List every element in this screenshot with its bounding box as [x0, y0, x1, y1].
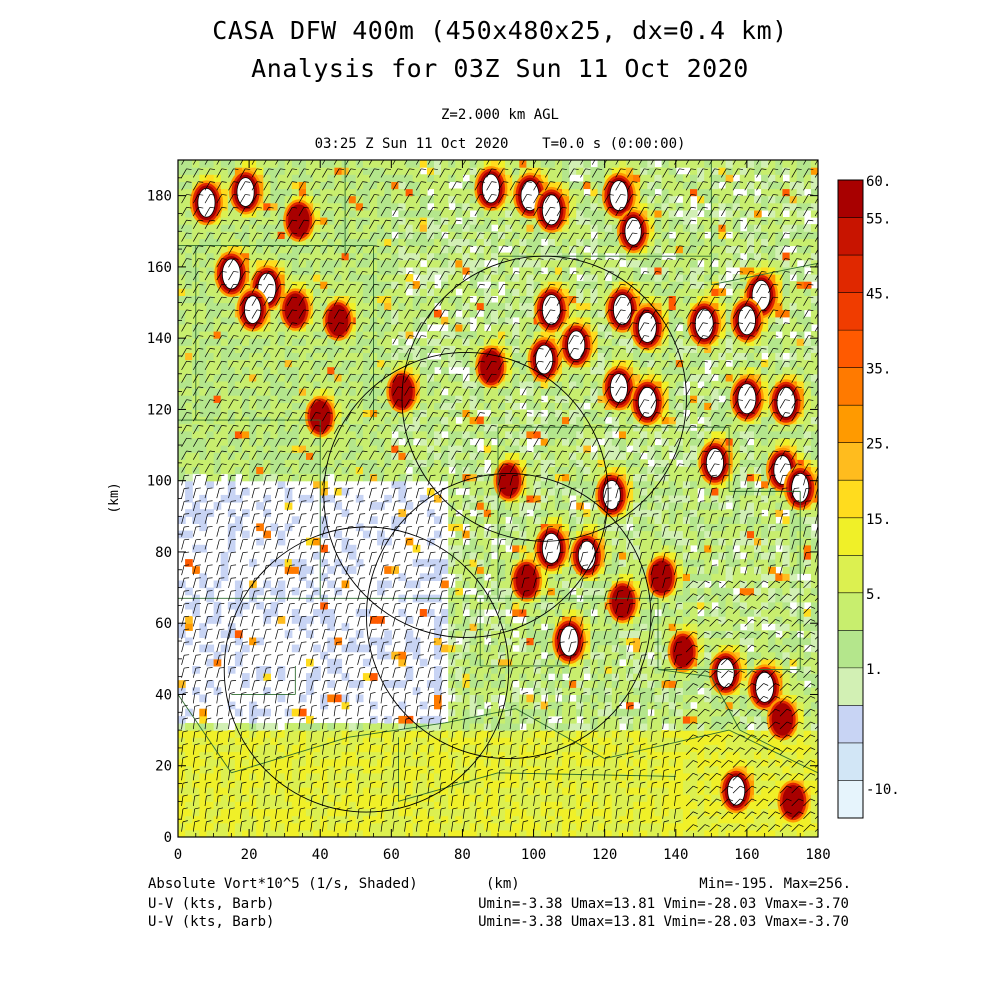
colorbar-swatch — [838, 592, 863, 631]
colorbar-swatch — [838, 667, 863, 706]
colorbar-swatch — [838, 367, 863, 406]
x-axis-unit: (km) — [486, 876, 520, 892]
plot-area — [178, 160, 818, 837]
y-tick-label: 180 — [147, 189, 172, 205]
colorbar-label: 60. — [866, 174, 891, 190]
x-tick-label: 80 — [454, 847, 471, 863]
chart-subtitle: Analysis for 03Z Sun 11 Oct 2020 — [251, 54, 749, 83]
x-tick-label: 20 — [241, 847, 258, 863]
colorbar-swatch — [838, 630, 863, 669]
x-tick-label: 0 — [174, 847, 182, 863]
level-label: Z=2.000 km AGL — [440, 107, 559, 123]
colorbar-swatch — [838, 405, 863, 444]
colorbar-swatch — [838, 517, 863, 556]
colorbar-label: 15. — [866, 512, 891, 528]
colorbar-label: -10. — [866, 782, 900, 798]
field-label: Absolute Vort*10^5 (1/s, Shaded) — [148, 876, 418, 892]
colorbar: 60. 55. 45. 35. 25. 15. 5. 1. -10. — [837, 174, 900, 819]
y-tick-label: 60 — [155, 616, 172, 632]
x-tick-label: 140 — [663, 847, 688, 863]
y-axis-label: (km) — [107, 482, 122, 513]
colorbar-label: 55. — [866, 212, 891, 228]
y-tick-label: 160 — [147, 260, 172, 276]
colorbar-label: 35. — [866, 362, 891, 378]
wind1-stats: Umin=-3.38 Umax=13.81 Vmin=-28.03 Vmax=-… — [478, 896, 849, 912]
colorbar-swatch — [838, 180, 863, 218]
colorbar-swatch — [838, 742, 863, 781]
axes: 0 20 40 60 80 100 120 140 160 180 0 20 40 60 80 100 120 1… — [147, 159, 831, 863]
radar-range-ring — [401, 255, 687, 542]
colorbar-swatch — [838, 292, 863, 331]
chart-title: CASA DFW 400m (450x480x25, dx=0.4 km) — [212, 16, 788, 45]
y-tick-label: 40 — [155, 687, 172, 703]
colorbar-swatch — [838, 780, 863, 819]
colorbar-swatch — [838, 217, 863, 256]
minmax-label: Min=-195. Max=256. — [699, 876, 851, 892]
x-tick-label: 40 — [312, 847, 329, 863]
colorbar-label: 25. — [866, 437, 891, 453]
colorbar-swatch — [838, 555, 863, 594]
radar-range-ring — [223, 526, 510, 813]
wind1-label: U-V (kts, Barb) — [148, 896, 275, 912]
colorbar-swatch — [838, 705, 863, 744]
x-tick-label: 180 — [805, 847, 830, 863]
y-tick-label: 120 — [147, 402, 172, 418]
colorbar-swatch — [838, 480, 863, 519]
y-tick-label: 100 — [147, 474, 172, 490]
wind2-stats: Umin=-3.38 Umax=13.81 Vmin=-28.03 Vmax=-… — [478, 914, 849, 930]
colorbar-label: 5. — [866, 587, 883, 603]
x-tick-label: 120 — [592, 847, 617, 863]
y-tick-label: 0 — [164, 830, 172, 846]
x-tick-label: 100 — [521, 847, 546, 863]
radar-range-ring — [365, 473, 652, 760]
valid-time-label: 03:25 Z Sun 11 Oct 2020 T=0.0 s (0:00:00… — [314, 136, 686, 152]
y-tick-label: 80 — [155, 545, 172, 561]
x-tick-label: 160 — [734, 847, 759, 863]
y-tick-label: 20 — [155, 759, 172, 775]
wind2-label: U-V (kts, Barb) — [148, 914, 275, 930]
colorbar-swatch — [838, 330, 863, 369]
colorbar-label: 45. — [866, 287, 891, 303]
x-tick-label: 60 — [383, 847, 400, 863]
colorbar-swatch — [838, 442, 863, 481]
y-tick-label: 140 — [147, 331, 172, 347]
colorbar-label: 1. — [866, 662, 883, 678]
colorbar-swatch — [838, 255, 863, 293]
wind-barbs — [181, 160, 818, 832]
